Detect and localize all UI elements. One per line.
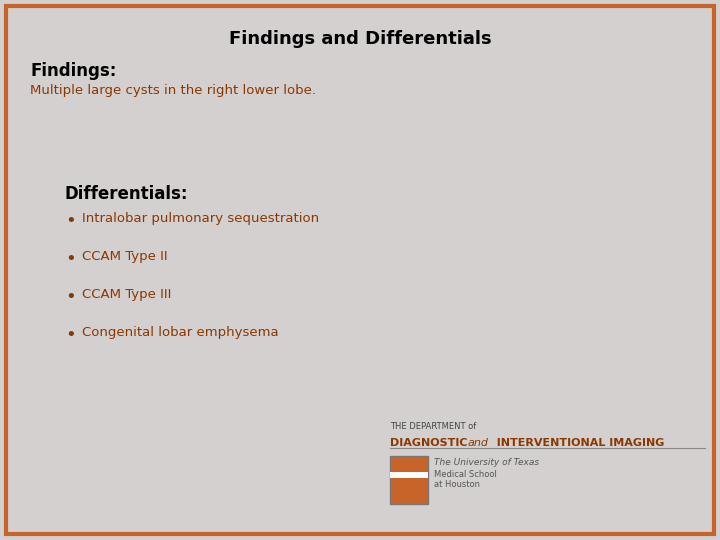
Text: •: • (65, 250, 76, 268)
Text: The University of Texas: The University of Texas (434, 458, 539, 467)
Text: •: • (65, 326, 76, 344)
Text: CCAM Type III: CCAM Type III (82, 288, 171, 301)
FancyBboxPatch shape (390, 456, 428, 504)
Text: and: and (468, 438, 489, 448)
Text: •: • (65, 288, 76, 306)
Text: •: • (65, 212, 76, 230)
FancyBboxPatch shape (390, 472, 428, 477)
Text: Findings:: Findings: (30, 62, 117, 80)
Text: Medical School: Medical School (434, 470, 497, 479)
Text: DIAGNOSTIC: DIAGNOSTIC (390, 438, 472, 448)
Text: Findings and Differentials: Findings and Differentials (229, 30, 491, 48)
Text: THE DEPARTMENT of: THE DEPARTMENT of (390, 422, 476, 431)
Text: Congenital lobar emphysema: Congenital lobar emphysema (82, 326, 279, 339)
Text: CCAM Type II: CCAM Type II (82, 250, 168, 263)
Text: Multiple large cysts in the right lower lobe.: Multiple large cysts in the right lower … (30, 84, 316, 97)
Text: at Houston: at Houston (434, 480, 480, 489)
Text: INTERVENTIONAL IMAGING: INTERVENTIONAL IMAGING (489, 438, 665, 448)
Text: Intralobar pulmonary sequestration: Intralobar pulmonary sequestration (82, 212, 319, 225)
FancyBboxPatch shape (6, 6, 714, 534)
Text: Differentials:: Differentials: (65, 185, 189, 203)
